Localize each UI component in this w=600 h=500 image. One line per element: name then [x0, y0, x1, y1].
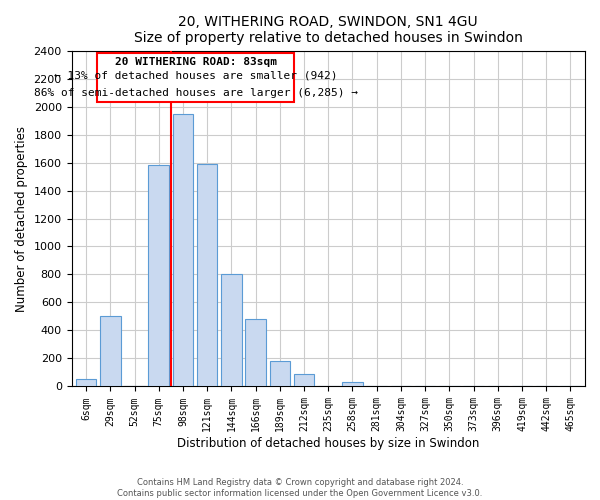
- Bar: [100, 316, 121, 386]
- Title: 20, WITHERING ROAD, SWINDON, SN1 4GU
Size of property relative to detached house: 20, WITHERING ROAD, SWINDON, SN1 4GU Siz…: [134, 15, 523, 45]
- Bar: [221, 274, 242, 386]
- Bar: [269, 360, 290, 386]
- X-axis label: Distribution of detached houses by size in Swindon: Distribution of detached houses by size …: [177, 437, 479, 450]
- Text: 86% of semi-detached houses are larger (6,285) →: 86% of semi-detached houses are larger (…: [34, 88, 358, 98]
- Y-axis label: Number of detached properties: Number of detached properties: [15, 126, 28, 312]
- FancyBboxPatch shape: [97, 52, 295, 102]
- Bar: [197, 164, 217, 386]
- Bar: [342, 382, 363, 386]
- Text: 20 WITHERING ROAD: 83sqm: 20 WITHERING ROAD: 83sqm: [115, 56, 277, 66]
- Text: ← 13% of detached houses are smaller (942): ← 13% of detached houses are smaller (94…: [54, 70, 337, 81]
- Bar: [148, 166, 169, 386]
- Text: Contains HM Land Registry data © Crown copyright and database right 2024.
Contai: Contains HM Land Registry data © Crown c…: [118, 478, 482, 498]
- Bar: [173, 114, 193, 386]
- Bar: [294, 374, 314, 386]
- Bar: [245, 320, 266, 386]
- Bar: [76, 379, 97, 386]
